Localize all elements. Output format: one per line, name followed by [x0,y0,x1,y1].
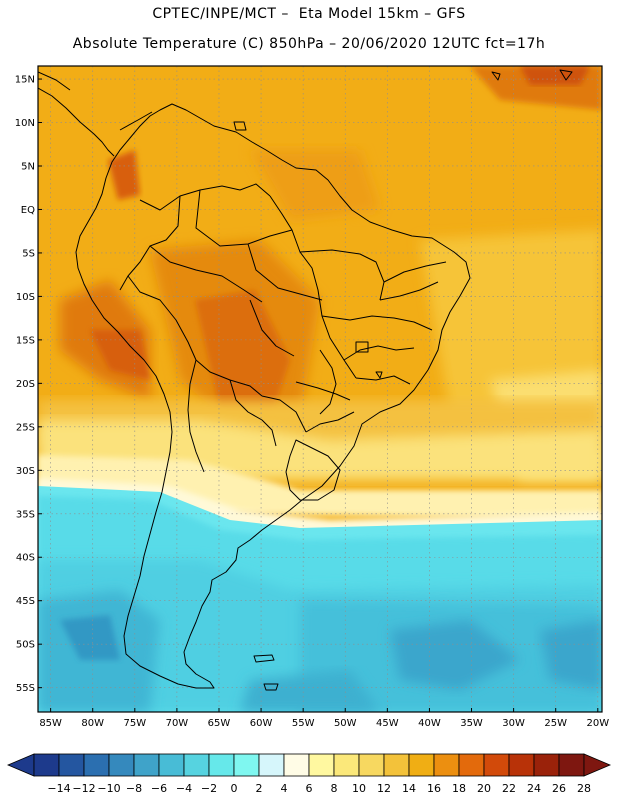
longitude-label: 60W [250,718,273,729]
latitude-label: 45S [16,596,35,607]
colorbar-swatch [83,753,110,777]
latitude-label: 15N [15,75,35,86]
longitude-labels: 85W 80W 75W 70W 65W 60W 55W 50W 45W 40W 35W 30W 25W 2… [39,708,609,729]
colorbar-swatch [358,753,385,777]
chart-title-line1: CPTEC/INPE/MCT – Eta Model 15km – GFS [152,6,466,22]
colorbar-swatch [183,753,210,777]
latitude-label: 50S [16,640,35,651]
colorbar-label: −2 [201,782,217,795]
longitude-label: 55W [292,718,315,729]
longitude-label: 50W [334,718,357,729]
latitude-label: 55S [16,683,35,694]
colorbar-swatch [233,753,260,777]
colorbar-label: −10 [97,782,120,795]
latitude-label: 10N [15,118,35,129]
colorbar-label: 6 [306,782,313,795]
colorbar-label: 22 [502,782,516,795]
colorbar-swatch [258,753,285,777]
longitude-label: 85W [39,718,62,729]
chart-title-line2: Absolute Temperature (C) 850hPa – 20/06/… [72,36,546,52]
latitude-label: 15S [16,335,35,346]
coastlines [38,69,573,691]
latitude-label: EQ [21,205,35,216]
colorbar-swatch [558,753,585,777]
colorbar-swatch [483,753,510,777]
longitude-label: 80W [81,718,104,729]
colorbar-label: 0 [231,782,238,795]
colorbar-label: 10 [352,782,366,795]
colorbar-arrow-high [583,753,612,777]
longitude-label: 75W [123,718,146,729]
colorbar-swatch [208,753,235,777]
colorbar-label: 24 [527,782,541,795]
colorbar-swatch [533,753,560,777]
longitude-label: 70W [166,718,189,729]
colorbar-label: 20 [477,782,491,795]
colorbar-swatch [108,753,135,777]
latitude-label: 30S [16,466,35,477]
colorbar-label: 14 [402,782,416,795]
colorbar-label: −4 [176,782,192,795]
colorbar-swatch [283,753,310,777]
colorbar-swatch [408,753,435,777]
colorbar-label: 4 [281,782,288,795]
colorbar-swatch [58,753,85,777]
colorbar-swatch [508,753,535,777]
colorbar-label: −6 [151,782,167,795]
colorbar-label: 18 [452,782,466,795]
colorbar-label: 12 [377,782,391,795]
colorbar-label: −8 [126,782,142,795]
longitude-label: 40W [418,718,441,729]
colorbar-label: 16 [427,782,441,795]
colorbar-arrow-low [6,753,35,777]
colorbar-swatch [333,753,360,777]
latitude-label: 40S [16,553,35,564]
colorbar-swatch [308,753,335,777]
colorbar-label: 8 [331,782,338,795]
colorbar-label: 28 [577,782,591,795]
longitude-label: 35W [460,718,483,729]
latitude-label: 10S [16,292,35,303]
colorbar-label: 2 [256,782,263,795]
latitude-label: 20S [16,379,35,390]
latitude-label: 5S [22,248,35,259]
colorbar: −14 −12 −10 −8 −6 −4 −2 0 2 4 6 8 10 12 14 16 18 20 22 24 26… [6,753,612,795]
colorbar-swatch [433,753,460,777]
latitude-label: 25S [16,422,35,433]
longitude-label: 20W [586,718,609,729]
latitude-label: 35S [16,509,35,520]
colorbar-label: 26 [552,782,566,795]
colorbar-swatch [133,753,160,777]
latitude-label: 5N [21,161,35,172]
longitude-label: 25W [544,718,567,729]
colorbar-swatch [33,753,60,777]
colorbar-label: −12 [72,782,95,795]
longitude-label: 65W [208,718,231,729]
colorbar-swatch [458,753,485,777]
colorbar-swatch [383,753,410,777]
longitude-label: 30W [502,718,525,729]
longitude-label: 45W [376,718,399,729]
colorbar-label: −14 [47,782,70,795]
latitude-labels: 15N 10N 5N EQ 5S 10S 15S 20S 25S 30S 35S 40S 45S 50S 5… [15,75,42,694]
colorbar-swatch [158,753,185,777]
map-frame [37,65,603,713]
